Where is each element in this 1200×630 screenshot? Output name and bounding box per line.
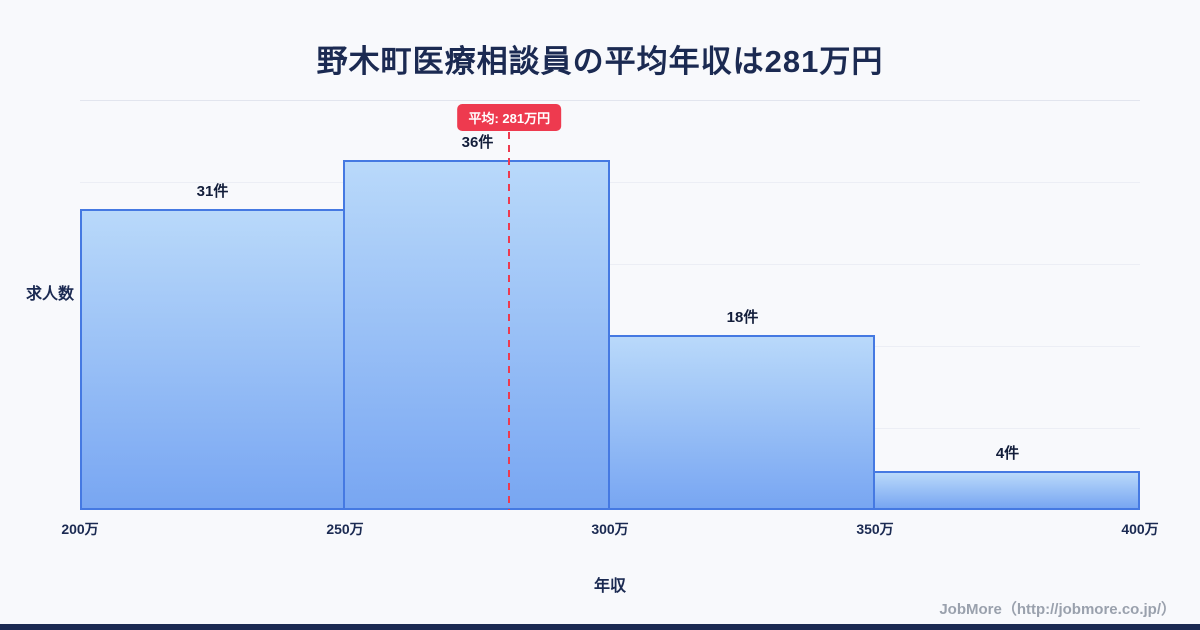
plot-area: 31件 36件 18件 4件 平均: 281万円 (80, 100, 1140, 510)
y-axis-label: 求人数 (26, 286, 75, 303)
gridline (80, 100, 1140, 101)
histogram-bar (873, 471, 1140, 510)
histogram-bar (343, 160, 610, 510)
x-axis-label: 年収 (593, 578, 626, 595)
gridline (80, 182, 1140, 183)
histogram-bar (80, 208, 345, 510)
x-tick-label: 200万 (61, 521, 99, 537)
bar-count-label: 4件 (995, 445, 1020, 463)
bar-count-label: 31件 (196, 182, 229, 200)
footer-credit: JobMore（http://jobmore.co.jp/） (939, 601, 1176, 618)
chart-title: 野木町医療相談員の平均年収は281万円 (316, 44, 884, 79)
average-badge: 平均: 281万円 (457, 104, 562, 131)
x-tick-label: 350万 (856, 521, 894, 537)
x-tick-label: 300万 (591, 521, 629, 537)
gridline (80, 264, 1140, 265)
histogram-bar (608, 335, 875, 510)
average-line (508, 132, 511, 510)
x-tick-label: 400万 (1121, 521, 1159, 537)
bar-count-label: 18件 (726, 309, 759, 326)
bar-count-label: 36件 (461, 134, 494, 151)
x-axis-ticks: 200万 250万 300万 350万 400万 (0, 519, 1200, 539)
footer-strip (0, 624, 1200, 630)
x-tick-label: 250万 (326, 521, 364, 537)
